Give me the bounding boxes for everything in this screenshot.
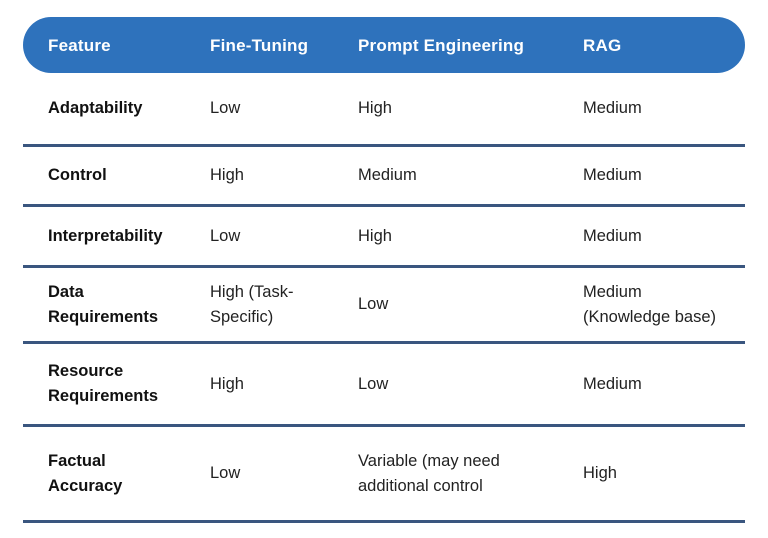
feature-cell: Interpretability [48, 226, 163, 245]
rag-cell: Medium [583, 99, 642, 117]
prompt-engineering-cell: High [358, 226, 392, 245]
rag-cell: Medium (Knowledge base) [583, 282, 716, 326]
prompt-engineering-cell: Low [358, 374, 389, 393]
rag-cell: High [583, 464, 617, 482]
table-header-row: Feature Fine-Tuning Prompt Engineering R… [23, 17, 745, 73]
feature-cell: Data Requirements [48, 282, 159, 326]
table-row-factual-accuracy: Factual Accuracy Low Variable (may need … [23, 427, 745, 523]
table-row-adaptability: Adaptability Low High Medium [23, 73, 745, 147]
table-row-resource-requirements: Resource Requirements High Low Medium [23, 344, 745, 427]
prompt-engineering-cell: Medium [358, 166, 417, 184]
rag-cell: Medium [583, 226, 642, 245]
feature-cell: Resource Requirements [48, 362, 159, 405]
fine-tuning-cell: Low [210, 99, 241, 117]
header-fine-tuning: Fine-Tuning [210, 35, 309, 55]
header-rag: RAG [583, 35, 622, 55]
fine-tuning-cell: High [210, 166, 244, 184]
fine-tuning-cell: High (Task- Specific) [210, 282, 294, 326]
rag-cell: Medium [583, 166, 642, 184]
rag-cell: Medium [583, 374, 642, 393]
feature-cell: Adaptability [48, 99, 143, 117]
header-feature: Feature [48, 35, 111, 55]
prompt-engineering-cell: High [358, 99, 392, 117]
prompt-engineering-cell: Low [358, 295, 389, 313]
table-row-control: Control High Medium Medium [23, 147, 745, 207]
table-row-data-requirements: Data Requirements High (Task- Specific) … [23, 268, 745, 344]
feature-cell: Control [48, 166, 107, 184]
comparison-table: Feature Fine-Tuning Prompt Engineering R… [23, 17, 745, 523]
table-row-interpretability: Interpretability Low High Medium [23, 207, 745, 268]
fine-tuning-cell: Low [210, 464, 241, 482]
header-prompt-engineering: Prompt Engineering [358, 35, 525, 55]
prompt-engineering-cell: Variable (may need additional control [358, 451, 500, 495]
feature-cell: Factual Accuracy [48, 451, 123, 495]
fine-tuning-cell: Low [210, 226, 241, 245]
fine-tuning-cell: High [210, 374, 244, 393]
